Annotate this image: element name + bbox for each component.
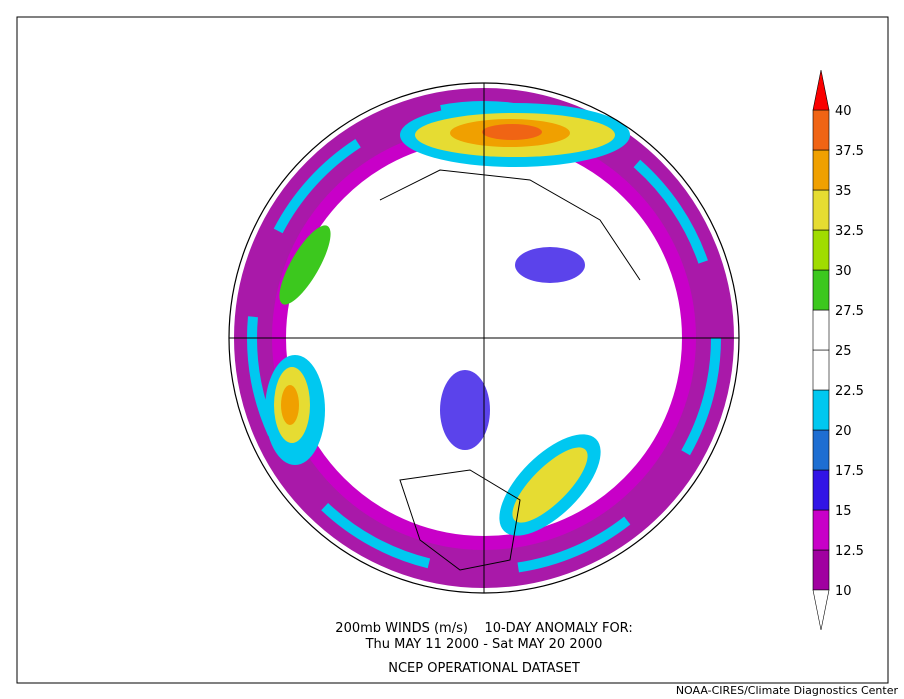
caption-line: Thu MAY 11 2000 - Sat MAY 20 2000 (365, 637, 603, 652)
colorbar-band (812, 309, 830, 351)
colorbar-label: 17.5 (835, 464, 864, 479)
colorbar-band (812, 429, 830, 471)
colorbar-label: 15 (835, 504, 852, 519)
colorbar-band (812, 229, 830, 271)
caption-line: NCEP OPERATIONAL DATASET (388, 661, 580, 676)
colorbar-label: 32.5 (835, 224, 864, 239)
colorbar-label: 30 (835, 264, 852, 279)
colorbar-band (812, 509, 830, 551)
colorbar-label: 27.5 (835, 304, 864, 319)
colorbar-band (812, 109, 830, 151)
colorbar-below (812, 589, 830, 631)
colorbar-band (812, 269, 830, 311)
colorbar-label: 10 (835, 584, 852, 599)
colorbar-label: 37.5 (835, 144, 864, 159)
colorbar-band (812, 549, 830, 591)
colorbar-band (812, 149, 830, 191)
colorbar-band (812, 469, 830, 511)
caption-line: 200mb WINDS (m/s) 10-DAY ANOMALY FOR: (335, 621, 632, 636)
colorbar-band (812, 189, 830, 231)
colorbar-band (812, 389, 830, 431)
colorbar-label: 12.5 (835, 544, 864, 559)
colorbar-label: 40 (835, 104, 852, 119)
colorbar-label: 35 (835, 184, 852, 199)
colorbar-label: 22.5 (835, 384, 864, 399)
credit: NOAA-CIRES/Climate Diagnostics Center (676, 684, 899, 697)
colorbar-label: 20 (835, 424, 852, 439)
colorbar-label: 25 (835, 344, 852, 359)
colorbar-band (812, 349, 830, 391)
colorbar-above (812, 69, 830, 111)
colorbar: 10 12.5 15 17.5 20 22.5 25 27.5 30 32.5 35 37.5 40 (812, 69, 864, 631)
